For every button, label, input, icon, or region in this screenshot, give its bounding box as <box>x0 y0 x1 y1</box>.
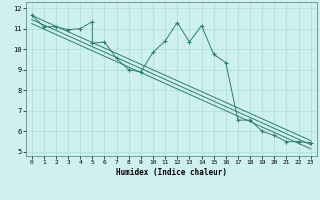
X-axis label: Humidex (Indice chaleur): Humidex (Indice chaleur) <box>116 168 227 177</box>
